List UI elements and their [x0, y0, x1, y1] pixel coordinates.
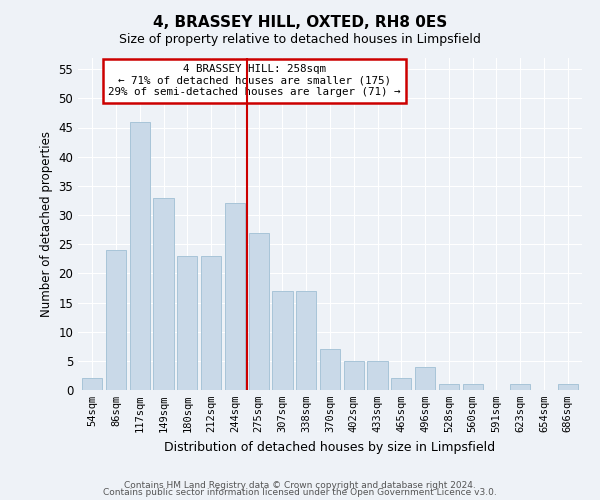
Bar	[439, 384, 459, 390]
Bar	[463, 384, 483, 390]
Bar	[201, 256, 221, 390]
Bar	[82, 378, 103, 390]
Text: Contains public sector information licensed under the Open Government Licence v3: Contains public sector information licen…	[103, 488, 497, 497]
Text: 4 BRASSEY HILL: 258sqm
← 71% of detached houses are smaller (175)
29% of semi-de: 4 BRASSEY HILL: 258sqm ← 71% of detached…	[108, 64, 401, 98]
Bar	[106, 250, 126, 390]
Bar	[320, 349, 340, 390]
Bar	[557, 384, 578, 390]
Bar	[367, 361, 388, 390]
Bar	[510, 384, 530, 390]
Bar	[272, 291, 293, 390]
Bar	[154, 198, 173, 390]
Bar	[391, 378, 412, 390]
Bar	[415, 366, 435, 390]
X-axis label: Distribution of detached houses by size in Limpsfield: Distribution of detached houses by size …	[164, 440, 496, 454]
Bar	[130, 122, 150, 390]
Bar	[225, 204, 245, 390]
Bar	[248, 232, 269, 390]
Text: Size of property relative to detached houses in Limpsfield: Size of property relative to detached ho…	[119, 32, 481, 46]
Y-axis label: Number of detached properties: Number of detached properties	[40, 130, 53, 317]
Bar	[177, 256, 197, 390]
Text: 4, BRASSEY HILL, OXTED, RH8 0ES: 4, BRASSEY HILL, OXTED, RH8 0ES	[153, 15, 447, 30]
Bar	[344, 361, 364, 390]
Text: Contains HM Land Registry data © Crown copyright and database right 2024.: Contains HM Land Registry data © Crown c…	[124, 480, 476, 490]
Bar	[296, 291, 316, 390]
